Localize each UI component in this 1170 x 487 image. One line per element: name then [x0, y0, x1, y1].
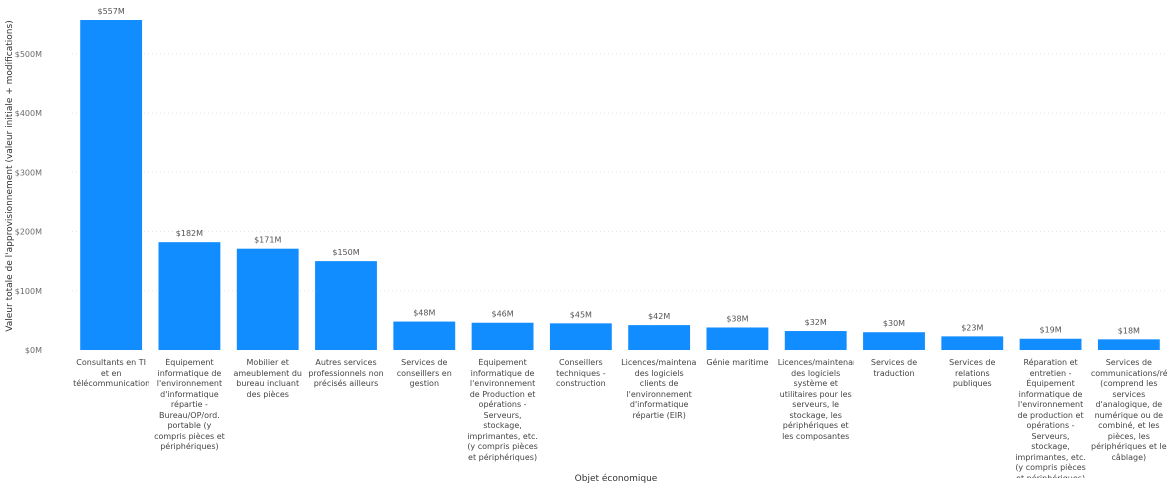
bar-data-label: $557M	[98, 7, 125, 16]
y-tick-label: $500M	[15, 50, 42, 59]
x-category-label: Réparation et entretien - Équipement inf…	[1015, 358, 1086, 478]
bar-data-label: $45M	[570, 310, 592, 319]
bar[interactable]	[80, 20, 143, 350]
x-category-label: Conseillers techniques - construction	[555, 358, 606, 388]
x-category-label: Services de conseillers en gestion	[396, 358, 452, 388]
x-category-label: Équipement informatique de l'environneme…	[154, 358, 225, 451]
gridlines	[72, 53, 1168, 292]
x-category-label-box: Consultants en TI et en télécommunicatio…	[73, 358, 150, 388]
bar-data-label: $171M	[254, 236, 281, 245]
x-category-label: Génie maritime	[706, 358, 769, 367]
data-labels: $557M $182M $171M $150M $48M $46M $45M $42M $38M…	[98, 7, 1141, 335]
x-category-label-box: Licences/maintenan... des logiciels syst…	[777, 358, 854, 441]
x-category-label-box: Génie maritime	[706, 358, 769, 367]
x-axis-title: Objet économique	[575, 473, 658, 484]
bar[interactable]	[471, 322, 534, 350]
x-category-label: Autres services professionnels non préci…	[308, 358, 384, 388]
x-category-label: Services de relations publiques	[949, 358, 996, 388]
y-tick-label: $100M	[15, 287, 42, 296]
bar-data-label: $150M	[332, 248, 359, 257]
bar-data-label: $32M	[805, 318, 827, 327]
bar[interactable]	[315, 261, 377, 350]
x-category-label-box: Autres services professionnels non préci…	[308, 358, 384, 388]
bar[interactable]	[628, 325, 691, 350]
bar-data-label: $23M	[961, 323, 983, 332]
y-tick-label: $200M	[15, 228, 42, 237]
x-category-label-box: Équipement informatique de l'environneme…	[467, 358, 538, 462]
x-category-label-box: Licences/maintenan... des logiciels clie…	[621, 358, 697, 420]
x-category-label-box: Services de communications/ré... (compre…	[1090, 358, 1167, 462]
x-category-label: Équipement informatique de l'environneme…	[467, 358, 538, 462]
y-tick-label: $0M	[25, 346, 42, 355]
bar-data-label: $182M	[176, 229, 203, 238]
bar[interactable]	[1019, 338, 1082, 350]
bar-data-label: $42M	[648, 312, 670, 321]
x-category-label-box: Mobilier et ameublement du bureau inclua…	[233, 358, 302, 399]
y-axis-title: Valeur totale de l'approvisionnement (va…	[5, 20, 15, 331]
y-tick-label: $300M	[15, 168, 42, 177]
x-category-label-box: Conseillers techniques - construction	[555, 358, 606, 388]
bar[interactable]	[1097, 339, 1160, 350]
bar[interactable]	[393, 321, 456, 350]
bar[interactable]	[863, 332, 925, 350]
bar[interactable]	[236, 248, 299, 350]
bars	[80, 20, 1160, 350]
bar[interactable]	[941, 336, 1004, 350]
x-category-label: Consultants en TI et en télécommunicatio…	[73, 358, 150, 388]
x-category-label-box: Services de traduction	[870, 358, 918, 378]
bar[interactable]	[784, 331, 847, 350]
bar-data-label: $48M	[413, 309, 435, 318]
bar-data-label: $18M	[1118, 326, 1140, 335]
bar-data-label: $30M	[883, 319, 905, 328]
y-tick-label: $400M	[15, 109, 42, 118]
x-category-label-box: Services de conseillers en gestion	[396, 358, 452, 388]
x-category-label: Licences/maintenan... des logiciels syst…	[777, 358, 854, 441]
x-category-label: Services de communications/ré... (compre…	[1090, 358, 1167, 462]
bar[interactable]	[549, 323, 612, 350]
bar[interactable]	[158, 242, 221, 350]
y-axis-ticks: $0M $100M $200M $300M $400M $500M	[15, 50, 42, 355]
x-category-label: Licences/maintenan... des logiciels clie…	[621, 358, 697, 420]
bar-data-label: $19M	[1039, 326, 1061, 335]
bar-data-label: $38M	[726, 314, 748, 323]
x-category-label-box: Réparation et entretien - Équipement inf…	[1015, 358, 1086, 478]
x-category-label: Mobilier et ameublement du bureau inclua…	[233, 358, 302, 399]
x-category-label: Services de traduction	[870, 358, 918, 378]
bar[interactable]	[706, 327, 769, 350]
x-axis-categories: Consultants en TI et en télécommunicatio…	[73, 358, 1167, 478]
x-category-label-box: Services de relations publiques	[949, 358, 996, 388]
x-category-label-box: Équipement informatique de l'environneme…	[154, 358, 225, 451]
bar-data-label: $46M	[491, 310, 513, 319]
